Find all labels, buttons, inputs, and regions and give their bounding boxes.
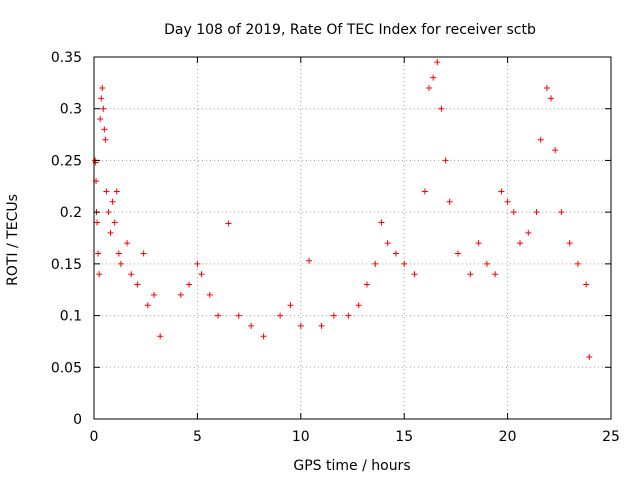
y-tick-label: 0.15	[51, 257, 82, 273]
x-tick-label: 0	[90, 429, 99, 445]
data-point	[194, 260, 201, 267]
data-point	[113, 188, 120, 195]
data-point	[537, 136, 544, 143]
y-tick-label: 0.05	[51, 360, 82, 376]
data-point	[430, 74, 437, 81]
data-point	[99, 85, 106, 92]
y-tick-label: 0.3	[60, 102, 82, 118]
data-point	[177, 291, 184, 298]
data-point	[355, 302, 362, 309]
data-point	[140, 250, 147, 257]
chart-title: Day 108 of 2019, Rate Of TEC Index for r…	[164, 22, 536, 38]
data-point	[198, 271, 205, 278]
data-point	[363, 281, 370, 288]
y-tick-label: 0.35	[51, 50, 82, 66]
data-point	[586, 353, 593, 360]
data-point	[392, 250, 399, 257]
data-point	[504, 198, 511, 205]
data-point	[548, 95, 555, 102]
data-point	[543, 85, 550, 92]
data-point	[574, 260, 581, 267]
data-point	[583, 281, 590, 288]
data-point	[510, 209, 517, 216]
data-point	[467, 271, 474, 278]
data-point	[401, 260, 408, 267]
data-point	[525, 229, 532, 236]
data-point	[101, 126, 108, 133]
data-point	[96, 271, 103, 278]
data-point	[434, 59, 441, 66]
x-tick-label: 10	[292, 429, 310, 445]
y-tick-label: 0	[73, 412, 82, 428]
data-point	[260, 333, 267, 340]
y-axis-label: ROTI / TECUs	[5, 194, 21, 286]
y-tick-label: 0.25	[51, 153, 82, 169]
data-point	[411, 271, 418, 278]
data-point	[103, 188, 110, 195]
plot-frame	[93, 56, 612, 420]
data-point	[105, 209, 112, 216]
data-point	[107, 229, 114, 236]
ticks-layer: 0 5 10 15 20 25 0 0.05 0.1 0.15 0.2 0.25 0.3 0.35	[51, 50, 620, 445]
data-point	[248, 322, 255, 329]
data-point	[498, 188, 505, 195]
data-point	[109, 198, 116, 205]
data-point	[100, 105, 107, 112]
data-point	[345, 312, 352, 319]
data-point	[144, 302, 151, 309]
data-point	[297, 322, 304, 329]
data-point	[492, 271, 499, 278]
data-point	[186, 281, 193, 288]
data-point	[446, 198, 453, 205]
data-point	[517, 240, 524, 247]
data-point	[128, 271, 135, 278]
data-point	[566, 240, 573, 247]
data-point	[215, 312, 222, 319]
data-point	[225, 220, 232, 227]
x-tick-label: 15	[395, 429, 413, 445]
data-point	[384, 240, 391, 247]
data-point	[318, 322, 325, 329]
data-point	[150, 291, 157, 298]
data-point	[97, 116, 104, 123]
data-point	[421, 188, 428, 195]
x-axis-label: GPS time / hours	[293, 458, 410, 474]
data-point	[102, 136, 109, 143]
data-point	[475, 240, 482, 247]
data-point	[306, 257, 313, 264]
data-point	[372, 260, 379, 267]
x-tick-label: 20	[499, 429, 517, 445]
data-point	[134, 281, 141, 288]
data-point	[277, 312, 284, 319]
data-point	[157, 333, 164, 340]
data-point	[454, 250, 461, 257]
data-point	[206, 291, 213, 298]
data-point	[111, 219, 118, 226]
data-point	[438, 105, 445, 112]
data-point	[552, 147, 559, 154]
data-point	[442, 157, 449, 164]
y-tick-label: 0.2	[60, 205, 82, 221]
data-point	[95, 250, 102, 257]
data-point	[533, 209, 540, 216]
data-point	[378, 219, 385, 226]
y-tick-label: 0.1	[60, 309, 82, 325]
data-point	[98, 95, 105, 102]
x-tick-label: 5	[193, 429, 202, 445]
data-point	[330, 312, 337, 319]
data-point	[483, 260, 490, 267]
data-points	[92, 59, 593, 360]
grid-layer	[94, 57, 611, 419]
data-point	[117, 260, 124, 267]
data-point	[115, 250, 122, 257]
data-point	[235, 312, 242, 319]
data-point	[558, 209, 565, 216]
data-point	[287, 302, 294, 309]
data-point	[94, 219, 101, 226]
x-tick-label: 25	[602, 429, 620, 445]
data-point	[124, 240, 131, 247]
data-point	[426, 85, 433, 92]
